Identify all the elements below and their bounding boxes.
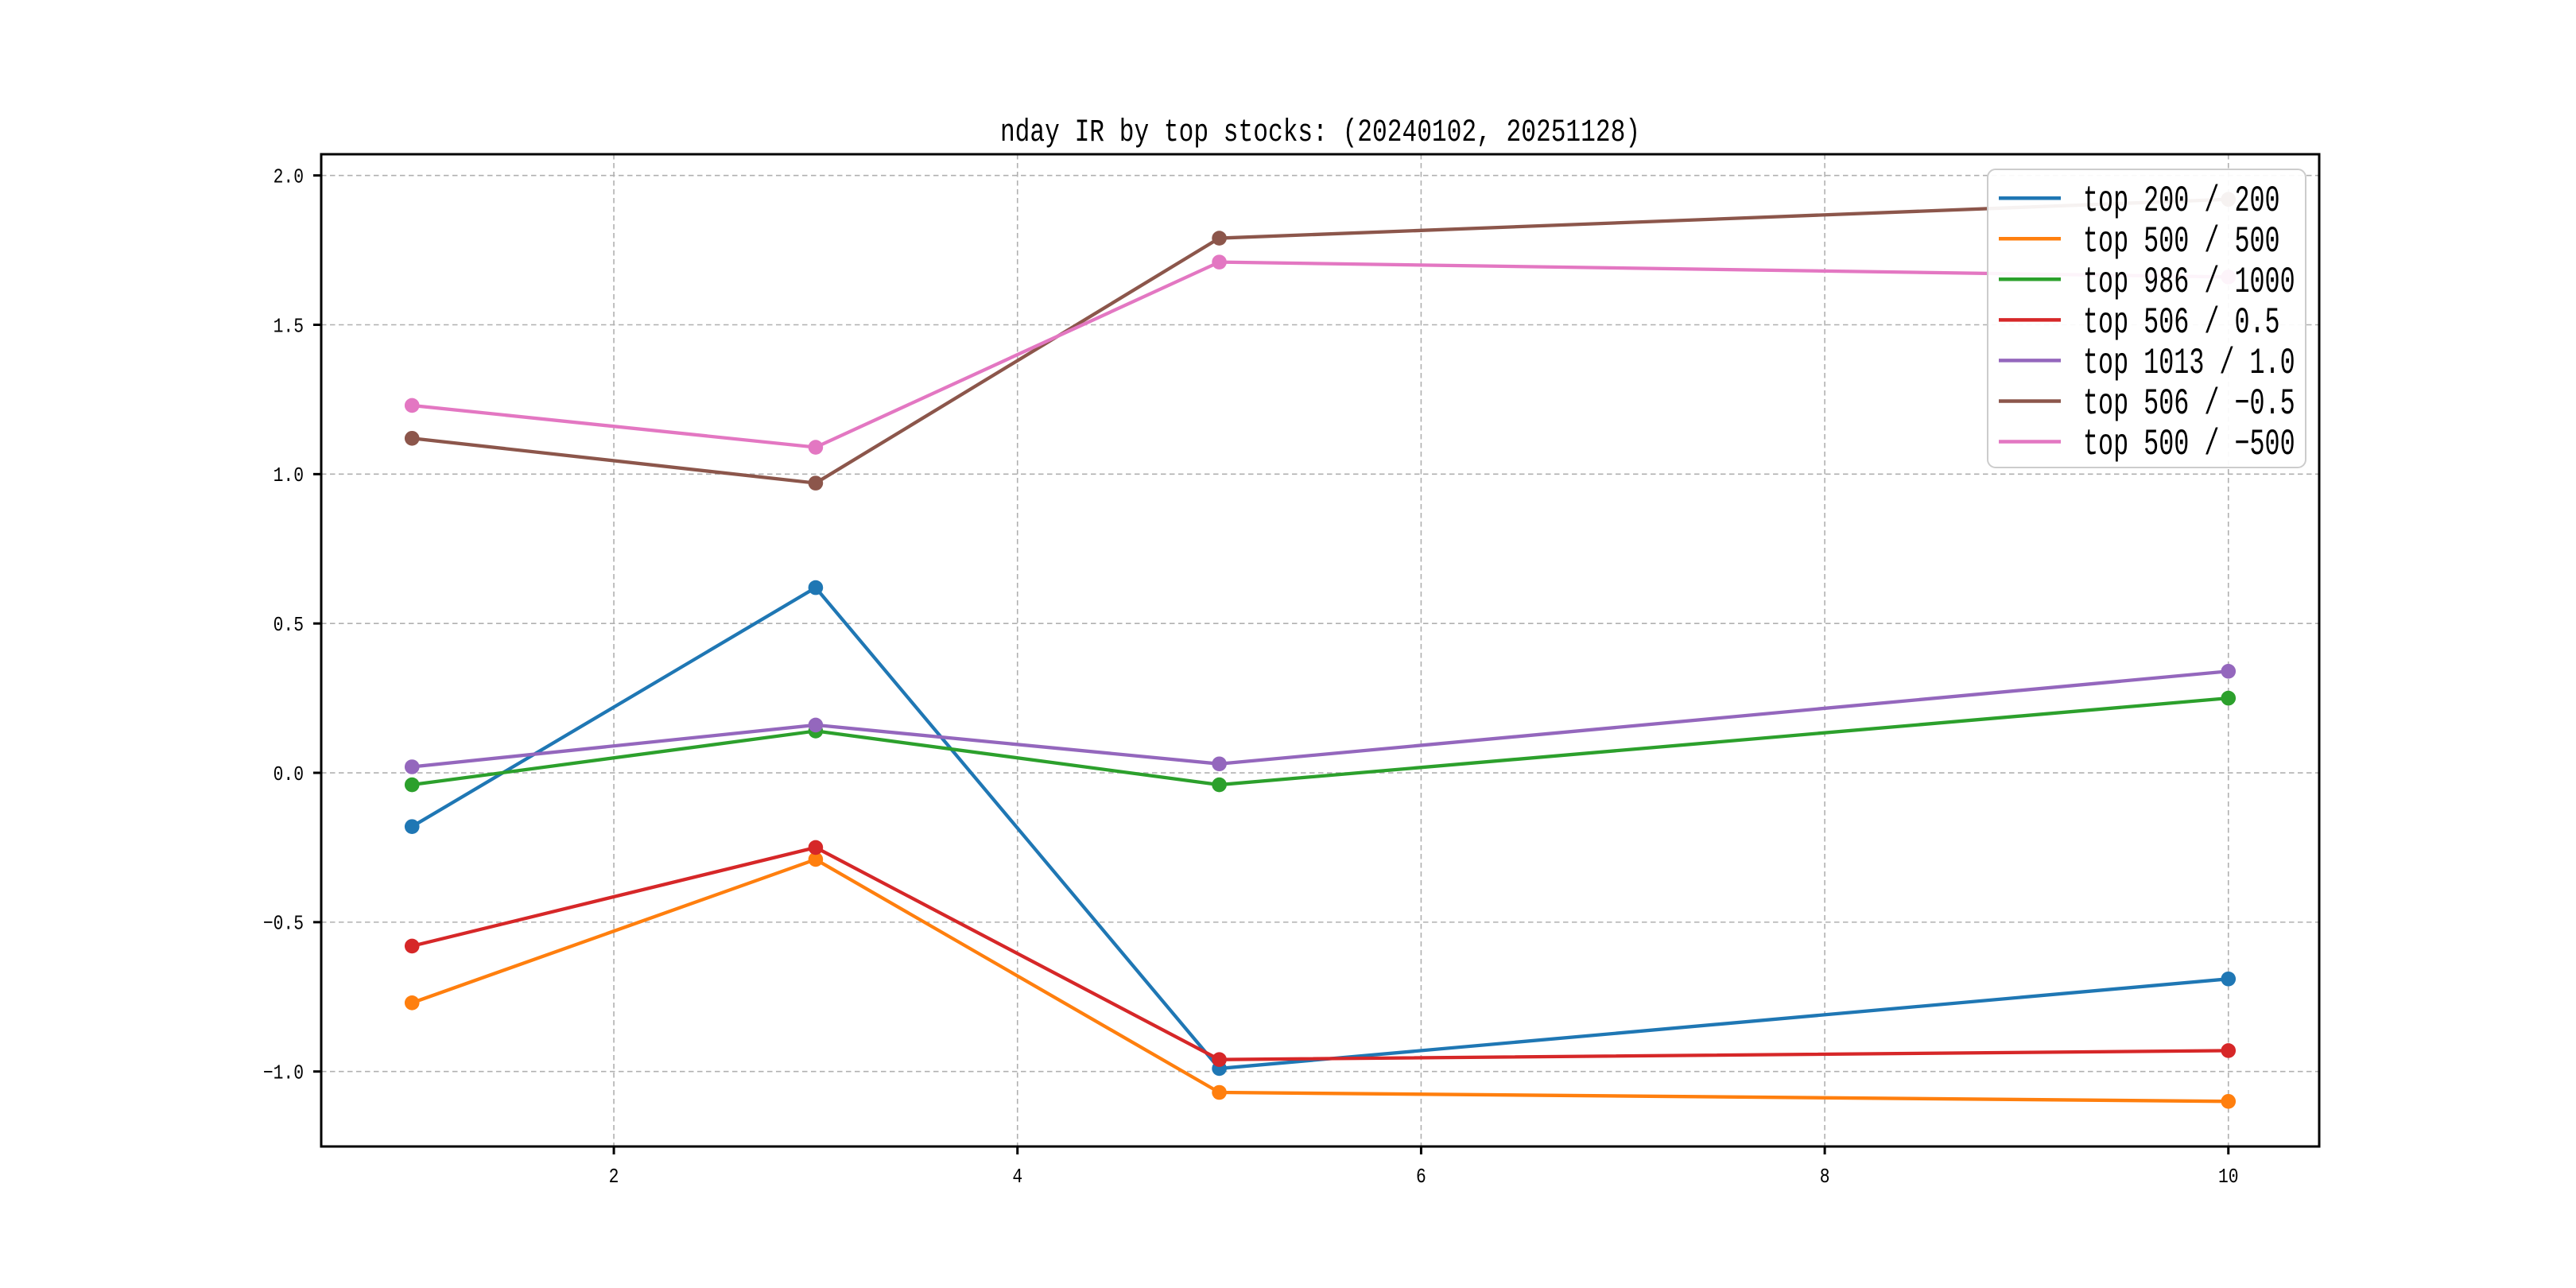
svg-text:1.0: 1.0 [274,464,304,487]
svg-text:0.0: 0.0 [274,762,304,786]
svg-text:2.0: 2.0 [274,165,304,189]
svg-text:2: 2 [609,1165,619,1189]
svg-text:6: 6 [1416,1165,1426,1189]
svg-text:top 200 / 200: top 200 / 200 [2083,180,2280,222]
svg-text:−1.0: −1.0 [263,1061,304,1085]
svg-text:top 1013 / 1.0: top 1013 / 1.0 [2083,343,2295,384]
svg-text:10: 10 [2218,1165,2239,1189]
svg-text:top 506 / −0.5: top 506 / −0.5 [2083,383,2295,425]
svg-text:top 986 / 1000: top 986 / 1000 [2083,262,2295,303]
svg-text:8: 8 [1820,1165,1830,1189]
svg-text:0.5: 0.5 [274,613,304,637]
svg-text:4: 4 [1012,1165,1022,1189]
svg-text:1.5: 1.5 [274,314,304,338]
svg-text:top 500 / 500: top 500 / 500 [2083,221,2280,262]
svg-text:top 500 / −500: top 500 / −500 [2083,424,2295,465]
svg-text:nday IR by top stocks: (202401: nday IR by top stocks: (20240102, 202511… [1000,115,1640,151]
svg-text:−0.5: −0.5 [263,912,304,936]
svg-text:top 506 / 0.5: top 506 / 0.5 [2083,302,2280,343]
